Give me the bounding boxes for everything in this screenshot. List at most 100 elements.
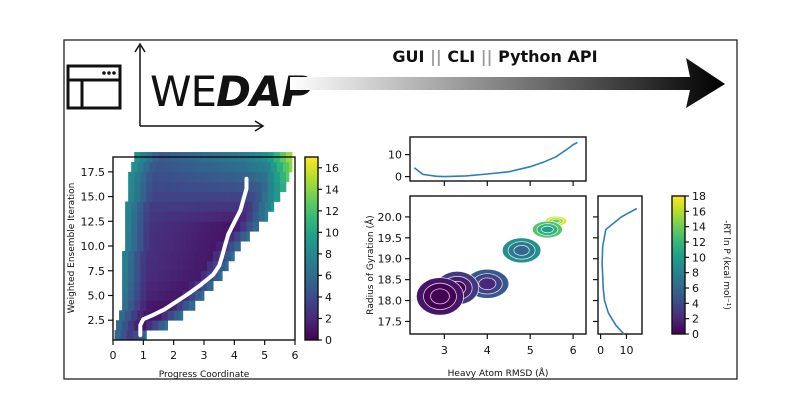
- interface-gui: GUI: [392, 47, 424, 66]
- heatmap-cell: [191, 231, 199, 242]
- heatmap-cell: [120, 330, 128, 341]
- interface-python-api: Python API: [498, 47, 598, 66]
- heatmap-cell: [131, 231, 138, 242]
- heatmap-cell: [225, 250, 232, 262]
- colorbar-tick-label: 10: [325, 226, 339, 239]
- window-icon: [66, 64, 122, 110]
- workflow-arrow: [290, 58, 725, 108]
- heatmap-cell: [146, 320, 153, 331]
- heatmap-cell: [164, 290, 172, 301]
- heatmap-cell: [167, 231, 175, 242]
- heatmap-cell: [119, 310, 126, 321]
- separator-1: ||: [430, 47, 442, 67]
- heatmap-cell: [194, 290, 202, 301]
- right-colorbar-ticks: 0 2 4 6 8 10 12 14 16 18: [685, 190, 706, 341]
- heatmap-cell: [128, 171, 135, 183]
- right-y-ticks: 17.5 18.0 18.5 19.0 19.5 20.0: [378, 211, 410, 328]
- heatmap-cell: [207, 171, 214, 183]
- heatmap-cell: [155, 211, 162, 222]
- heatmap-cell: [146, 250, 153, 262]
- heatmap-cell: [158, 181, 165, 193]
- heatmap-cell: [164, 270, 172, 282]
- heatmap-cell: [237, 181, 244, 193]
- heatmap-cell: [143, 161, 150, 173]
- rmsd-marginal-line: [413, 141, 578, 178]
- heatmap-cell: [246, 161, 253, 173]
- heatmap-cell: [182, 300, 190, 311]
- heatmap-cell: [158, 320, 165, 331]
- y-tick-label: 2.5: [88, 314, 106, 327]
- y-tick-label: 20.0: [378, 211, 403, 224]
- colorbar-tick-label: 14: [692, 221, 706, 234]
- heatmap-cell: [134, 181, 141, 193]
- heatmap-cell: [152, 320, 159, 331]
- left-x-label: Progress Coordinate: [159, 370, 250, 380]
- left-y-ticks: 2.5 5.0 7.5 10.0 12.5 15.0 17.5: [81, 166, 113, 327]
- x-tick-label: 1: [140, 349, 147, 362]
- heatmap-cell: [213, 191, 220, 202]
- y-tick-label: 18.5: [378, 274, 403, 287]
- heatmap-cell: [222, 211, 229, 222]
- heatmap-cell: [276, 161, 284, 173]
- heatmap-cell: [167, 161, 175, 173]
- heatmap-cell: [170, 260, 178, 272]
- basin-contour: [430, 288, 450, 305]
- heatmap-cell: [179, 161, 187, 173]
- heatmap-cell: [194, 250, 202, 262]
- heatmap-cell: [125, 221, 132, 232]
- y-tick-label: 18.0: [378, 295, 403, 308]
- y-tick-label: 0: [395, 171, 402, 184]
- heatmap-cell: [134, 191, 141, 202]
- heatmap-cell: [188, 290, 196, 301]
- heatmap-cell: [182, 191, 190, 202]
- heatmap-cell: [279, 181, 287, 193]
- heatmap-cell: [213, 260, 220, 272]
- heatmap-cell: [146, 171, 153, 183]
- heatmap-cell: [249, 191, 256, 202]
- heatmap-cell: [164, 181, 172, 193]
- heatmap-cell: [152, 250, 159, 262]
- heatmap-cell: [197, 201, 205, 212]
- heatmap-cell: [140, 270, 147, 282]
- heatmap-cell: [204, 211, 211, 222]
- heatmap-cell: [140, 290, 147, 301]
- x-tick-label: 0: [597, 344, 604, 357]
- heatmap-cell: [176, 260, 184, 272]
- heatmap-cell: [240, 231, 247, 242]
- heatmap-cell: [261, 191, 269, 202]
- heatmap-cell: [240, 201, 247, 212]
- heatmap-cell: [216, 211, 223, 222]
- heatmap-cell: [114, 330, 121, 341]
- x-tick-label: 3: [201, 349, 208, 362]
- heatmap-cell: [197, 241, 205, 252]
- heatmap-cell: [122, 280, 129, 291]
- heatmap-cell: [128, 191, 135, 202]
- heatmap-cell: [176, 270, 184, 282]
- heatmap-cell: [179, 310, 184, 321]
- heatmap-cell: [161, 221, 168, 232]
- x-tick-label: 6: [292, 349, 299, 362]
- heatmap-cell: [213, 270, 220, 282]
- heatmap-cell: [161, 201, 168, 212]
- heatmap-cell: [210, 161, 217, 173]
- heatmap-cell: [188, 191, 196, 202]
- basin-contour: [513, 244, 530, 256]
- heatmap-cell: [225, 171, 232, 183]
- heatmap-cell: [228, 231, 235, 242]
- heatmap-cell: [231, 250, 235, 262]
- heatmap-cell: [116, 320, 123, 331]
- y-tick-label: 5.0: [88, 289, 106, 302]
- heatmap-cell: [173, 231, 181, 242]
- left-colorbar: [304, 156, 319, 341]
- heatmap-cell: [222, 231, 229, 242]
- heatmap-cell: [207, 250, 214, 262]
- x-tick-label: 5: [261, 349, 268, 362]
- heatmap-cell: [204, 161, 211, 173]
- heatmap-cell: [237, 171, 244, 183]
- heatmap-cell: [161, 310, 168, 321]
- heatmap-cell: [122, 260, 129, 272]
- heatmap-cell: [285, 171, 290, 183]
- heatmap-cell: [134, 171, 141, 183]
- heatmap-cell: [255, 171, 263, 183]
- heatmap-cell: [137, 231, 144, 242]
